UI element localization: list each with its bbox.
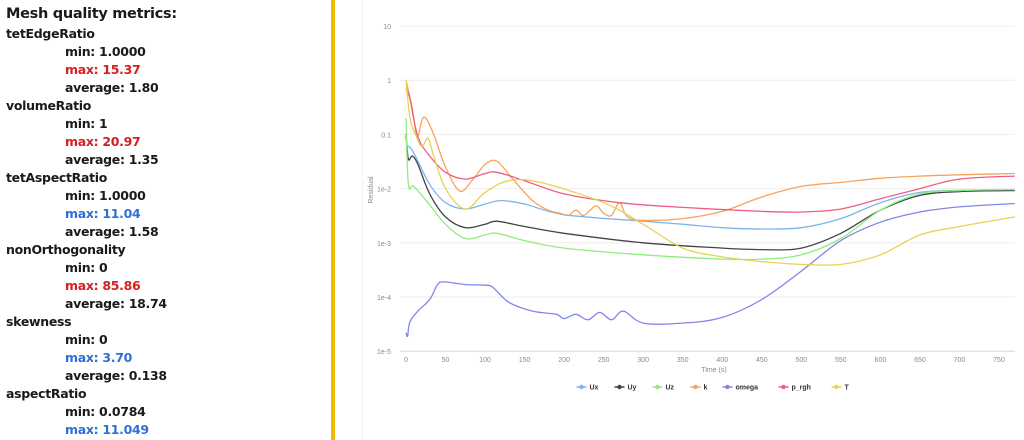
metric-stat: average: 1.58	[65, 224, 159, 239]
x-axis-title: Time (s)	[701, 367, 726, 374]
series-line-Ux	[405, 145, 1015, 230]
metric-name-nonOrthogonality: nonOrthogonality	[6, 242, 126, 257]
metric-stat: max: 20.97	[65, 134, 141, 149]
legend-item-Ux[interactable]: Ux	[576, 384, 599, 392]
series-line-T	[405, 80, 1015, 266]
metric-name-aspectRatio: aspectRatio	[6, 386, 87, 401]
metric-stat: min: 0	[65, 260, 108, 275]
legend-marker-icon	[655, 384, 660, 390]
series-line-omega	[405, 202, 1015, 338]
legend-item-T[interactable]: T	[831, 384, 850, 392]
metric-name-skewness: skewness	[6, 314, 72, 329]
metric-stat: min: 1.0000	[65, 44, 146, 59]
metric-stat: min: 1.0000	[65, 188, 146, 203]
x-tick-label: 400	[716, 357, 728, 364]
metric-stat: min: 0	[65, 332, 108, 347]
metric-groups: tetEdgeRatio min: 1.0000 max: 15.37 average…	[6, 25, 326, 439]
y-tick-label: 0.1	[381, 132, 391, 139]
metric-stat: max: 3.70	[65, 350, 133, 365]
x-axis: 0 50 100 150 200 250 300 350 400 450 500 550 600 650 7…	[404, 357, 1005, 364]
y-tick-label: 1	[387, 78, 391, 85]
metric-stat: min: 1	[65, 116, 108, 131]
panel-divider	[331, 0, 335, 440]
legend-marker-icon	[834, 384, 839, 390]
series-line-k	[405, 80, 1015, 222]
legend-marker-icon	[693, 384, 698, 390]
x-tick-label: 750	[993, 357, 1005, 364]
x-tick-label: 250	[598, 357, 610, 364]
legend-marker-icon	[725, 384, 730, 390]
series-line-Uz	[405, 118, 1015, 261]
legend-label: Uy	[628, 385, 637, 392]
metric-name-volumeRatio: volumeRatio	[6, 98, 92, 113]
x-tick-label: 300	[637, 357, 649, 364]
chart-panel	[362, 0, 1024, 440]
legend-marker-icon	[579, 384, 584, 390]
x-tick-label: 450	[756, 357, 768, 364]
x-tick-label: 50	[442, 357, 450, 364]
series-line-p_rgh	[405, 88, 1015, 213]
y-tick-label: 1e-3	[377, 241, 391, 248]
legend-item-Uz[interactable]: Uz	[652, 384, 675, 392]
x-tick-label: 500	[795, 357, 807, 364]
y-tick-label: 1e-2	[377, 187, 391, 194]
chart-legend: Ux Uy Uz k omega p_rgh T	[576, 384, 850, 392]
x-tick-label: 650	[914, 357, 926, 364]
metric-name-tetEdgeRatio: tetEdgeRatio	[6, 26, 95, 41]
x-tick-label: 550	[835, 357, 847, 364]
mesh-quality-metrics-panel: Mesh quality metrics: tetEdgeRatio min: 1…	[6, 3, 326, 439]
metric-stat: max: 85.86	[65, 278, 141, 293]
legend-label: T	[845, 385, 850, 392]
y-axis-title: Residual	[368, 176, 375, 204]
metric-stat: average: 1.35	[65, 152, 159, 167]
metric-stat: max: 11.049	[65, 422, 149, 437]
legend-label: Uz	[666, 385, 675, 392]
metric-stat: average: 18.74	[65, 296, 167, 311]
legend-item-k[interactable]: k	[690, 384, 708, 392]
metric-stat: average: 0.138	[65, 368, 167, 383]
metric-stat: max: 11.04	[65, 206, 141, 221]
x-tick-label: 600	[875, 357, 887, 364]
y-tick-label: 1e-4	[377, 295, 391, 302]
x-tick-label: 100	[479, 357, 491, 364]
legend-marker-icon	[617, 384, 622, 390]
y-axis: 10 1 0.1 1e-2 1e-3 1e-4 1e-5	[377, 24, 1015, 356]
x-tick-label: 700	[954, 357, 966, 364]
y-tick-label: 1e-5	[377, 349, 391, 356]
metrics-title: Mesh quality metrics:	[6, 6, 177, 22]
x-tick-label: 350	[677, 357, 689, 364]
metric-stat: average: 1.80	[65, 80, 159, 95]
legend-label: omega	[736, 385, 759, 392]
legend-item-p_rgh[interactable]: p_rgh	[778, 384, 811, 392]
x-tick-label: 0	[404, 357, 408, 364]
legend-label: Ux	[590, 385, 599, 392]
legend-item-Uy[interactable]: Uy	[614, 384, 637, 392]
y-tick-label: 10	[383, 24, 391, 31]
legend-label: p_rgh	[792, 385, 811, 392]
series-lines	[405, 80, 1015, 338]
legend-item-omega[interactable]: omega	[722, 384, 759, 392]
legend-label: k	[704, 385, 708, 392]
legend-marker-icon	[781, 384, 786, 390]
x-tick-label: 200	[558, 357, 570, 364]
x-tick-label: 150	[519, 357, 531, 364]
metric-stat: min: 0.0784	[65, 404, 146, 419]
metric-stat: max: 15.37	[65, 62, 141, 77]
metric-name-tetAspectRatio: tetAspectRatio	[6, 170, 108, 185]
